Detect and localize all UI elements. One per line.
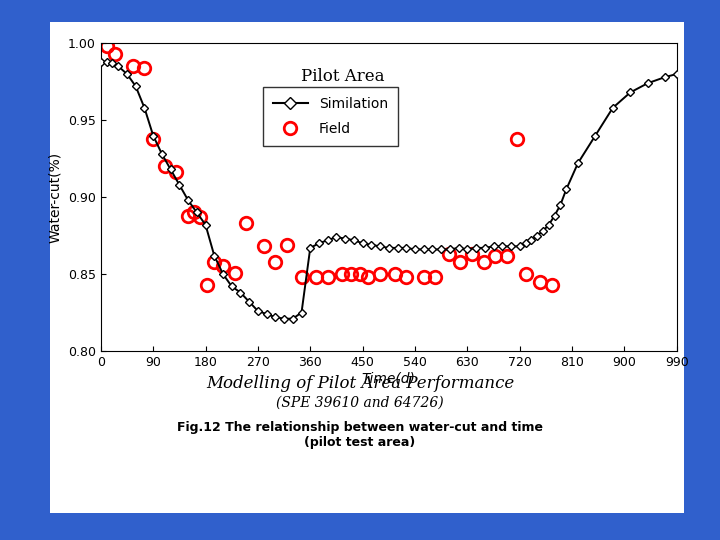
Similation [219, 271, 228, 278]
Field [323, 274, 332, 280]
Field [364, 274, 373, 280]
Text: Pilot Area: Pilot Area [301, 68, 384, 85]
Similation [253, 308, 262, 314]
Field [521, 271, 530, 278]
Similation [672, 71, 681, 77]
Field [149, 136, 158, 142]
Field [210, 259, 219, 265]
Field [219, 263, 228, 269]
Field [297, 274, 306, 280]
Similation [280, 315, 289, 322]
Field [259, 243, 268, 249]
Field [503, 252, 511, 259]
Field [468, 251, 477, 257]
Line: Similation: Similation [98, 59, 680, 321]
Field [356, 271, 364, 278]
Field [431, 274, 440, 280]
Field [283, 241, 292, 248]
Line: Field: Field [100, 40, 558, 291]
Field [111, 51, 120, 57]
Field [195, 214, 204, 220]
Field [189, 209, 198, 215]
Field [161, 163, 169, 170]
Field [128, 63, 137, 70]
Field [547, 281, 556, 288]
Similation [384, 245, 393, 251]
Field [390, 271, 399, 278]
Field [230, 269, 239, 276]
Similation [96, 58, 105, 65]
Text: (SPE 39610 and 64726): (SPE 39610 and 64726) [276, 395, 444, 409]
Legend: Similation, Field: Similation, Field [264, 87, 397, 146]
Y-axis label: Water-cut(%): Water-cut(%) [48, 152, 63, 242]
Field [271, 259, 279, 265]
Field [184, 212, 192, 219]
Field [419, 274, 428, 280]
Field [376, 271, 384, 278]
Field [480, 259, 488, 265]
Field [491, 252, 500, 259]
Field [513, 136, 521, 142]
Field [172, 169, 181, 176]
Text: Fig.12 The relationship between water-cut and time
(pilot test area): Fig.12 The relationship between water-cu… [177, 421, 543, 449]
Similation [644, 80, 652, 86]
Field [242, 220, 251, 226]
Field [140, 65, 149, 71]
Field [536, 279, 544, 285]
Field [312, 274, 320, 280]
X-axis label: Time(d): Time(d) [362, 372, 415, 386]
Similation [332, 234, 341, 240]
Field [346, 271, 355, 278]
Field [402, 274, 410, 280]
Field [203, 281, 212, 288]
Text: Modelling of Pilot Area Performance: Modelling of Pilot Area Performance [206, 375, 514, 392]
Field [456, 259, 464, 265]
Field [338, 271, 346, 278]
Field [102, 43, 111, 50]
Field [444, 251, 453, 257]
Similation [556, 201, 564, 208]
